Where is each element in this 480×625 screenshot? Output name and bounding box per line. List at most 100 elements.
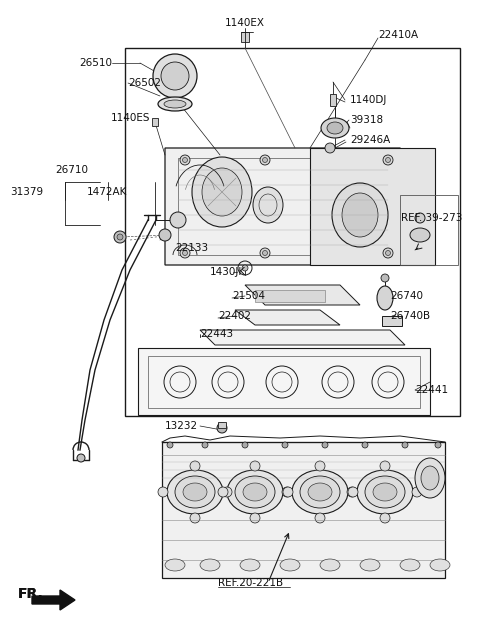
Circle shape [385, 251, 391, 256]
Ellipse shape [332, 183, 388, 247]
Circle shape [182, 158, 188, 162]
Polygon shape [32, 590, 75, 610]
Bar [148, 356, 420, 408]
Text: 26740B: 26740B [390, 311, 430, 321]
Ellipse shape [192, 157, 252, 227]
Circle shape [435, 442, 441, 448]
Ellipse shape [227, 470, 283, 514]
Text: FR.: FR. [18, 587, 44, 601]
Text: 26740: 26740 [390, 291, 423, 301]
Circle shape [380, 513, 390, 523]
Ellipse shape [357, 470, 413, 514]
Ellipse shape [430, 559, 450, 571]
Circle shape [161, 62, 189, 90]
Ellipse shape [400, 559, 420, 571]
Polygon shape [200, 330, 405, 345]
Circle shape [260, 248, 270, 258]
Circle shape [282, 442, 288, 448]
Circle shape [167, 442, 173, 448]
Ellipse shape [327, 122, 343, 134]
Circle shape [325, 143, 335, 153]
Circle shape [117, 234, 123, 240]
Text: 29246A: 29246A [350, 135, 390, 145]
Circle shape [383, 155, 393, 165]
Circle shape [263, 251, 267, 256]
Text: 21504: 21504 [232, 291, 265, 301]
Ellipse shape [175, 476, 215, 508]
Text: 1472AK: 1472AK [87, 187, 127, 197]
Circle shape [347, 487, 357, 497]
Circle shape [250, 461, 260, 471]
Ellipse shape [320, 559, 340, 571]
Circle shape [190, 461, 200, 471]
Ellipse shape [421, 466, 439, 490]
Circle shape [170, 212, 186, 228]
Circle shape [77, 454, 85, 462]
Text: 1140DJ: 1140DJ [350, 95, 387, 105]
Bar [255, 290, 325, 302]
Ellipse shape [342, 193, 378, 237]
Circle shape [348, 487, 358, 497]
Ellipse shape [373, 483, 397, 501]
Ellipse shape [165, 559, 185, 571]
Text: REF.20-221B: REF.20-221B [218, 578, 283, 588]
Circle shape [412, 487, 422, 497]
Circle shape [282, 487, 292, 497]
Circle shape [263, 158, 267, 162]
Ellipse shape [292, 470, 348, 514]
Ellipse shape [410, 228, 430, 242]
Circle shape [114, 231, 126, 243]
Text: 22133: 22133 [175, 243, 208, 253]
Text: 39318: 39318 [350, 115, 383, 125]
Ellipse shape [167, 470, 223, 514]
Circle shape [190, 513, 200, 523]
Ellipse shape [377, 286, 393, 310]
Polygon shape [310, 148, 435, 265]
Text: 26510: 26510 [79, 58, 112, 68]
Text: 1140ES: 1140ES [110, 113, 150, 123]
Bar [330, 94, 336, 106]
Circle shape [385, 158, 391, 162]
Circle shape [217, 423, 227, 433]
Text: 22443: 22443 [200, 329, 233, 339]
Bar [125, 48, 460, 416]
Circle shape [222, 487, 232, 497]
Ellipse shape [300, 476, 340, 508]
Circle shape [180, 248, 190, 258]
Ellipse shape [164, 100, 186, 108]
Ellipse shape [253, 187, 283, 223]
Circle shape [381, 274, 389, 282]
Circle shape [402, 442, 408, 448]
Text: 31379: 31379 [10, 187, 43, 197]
Circle shape [180, 155, 190, 165]
Ellipse shape [202, 168, 242, 216]
Circle shape [380, 461, 390, 471]
Circle shape [315, 461, 325, 471]
Circle shape [362, 442, 368, 448]
Bar [152, 118, 158, 126]
Circle shape [242, 442, 248, 448]
Polygon shape [235, 310, 340, 325]
Text: 1140EX: 1140EX [225, 18, 265, 28]
Bar [382, 316, 402, 326]
Bar [241, 32, 249, 42]
Text: 22441: 22441 [415, 385, 448, 395]
Text: FR.: FR. [18, 587, 44, 601]
Circle shape [283, 487, 293, 497]
Ellipse shape [200, 559, 220, 571]
Polygon shape [162, 442, 445, 578]
Circle shape [415, 213, 425, 223]
Text: REF. 39-273: REF. 39-273 [401, 213, 462, 223]
Polygon shape [165, 148, 435, 265]
Circle shape [202, 442, 208, 448]
Text: 13232: 13232 [165, 421, 198, 431]
Ellipse shape [158, 97, 192, 111]
Ellipse shape [365, 476, 405, 508]
Circle shape [322, 442, 328, 448]
Circle shape [315, 513, 325, 523]
Text: 26710: 26710 [56, 165, 88, 175]
Text: 26502: 26502 [128, 78, 161, 88]
Ellipse shape [415, 458, 445, 498]
Circle shape [218, 487, 228, 497]
Circle shape [260, 155, 270, 165]
